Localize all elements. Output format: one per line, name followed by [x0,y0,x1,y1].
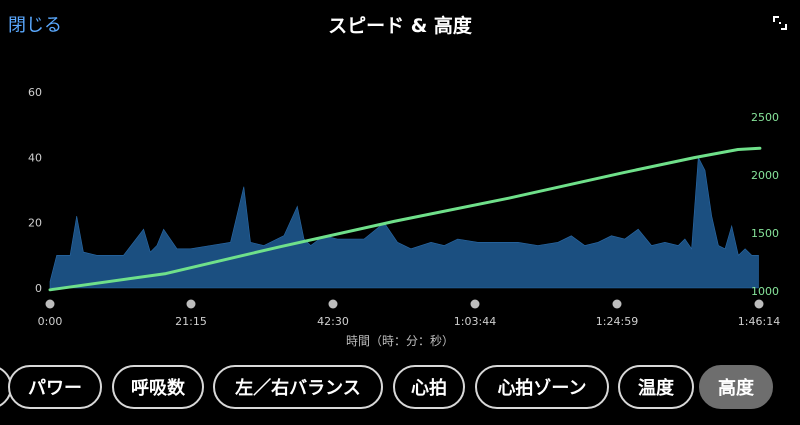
x-axis-tick-label: 0:00 [38,315,63,328]
page-title: スピード & 高度 [328,15,472,37]
chip-lr-balance[interactable]: 左／右バランス [213,365,383,409]
chip-hr-zones[interactable]: 心拍ゾーン [475,365,609,409]
x-axis-tick-label: 42:30 [317,315,349,328]
left-axis-tick-label: 40 [28,151,42,164]
metric-chip-bar: パワー 呼吸数 左／右バランス 心拍 心拍ゾーン 温度 高度 [0,363,800,413]
close-button[interactable]: 閉じる [8,15,62,36]
speed-altitude-chart: 0 20 40 60 1000 1500 2000 2500 0:00 21:15 42:30 1:0… [28,86,780,328]
x-axis-tick-dot [612,299,622,309]
left-axis-tick-label: 60 [28,86,42,99]
right-axis-tick-label: 1000 [751,285,779,298]
chip-respiration[interactable]: 呼吸数 [112,365,204,409]
x-axis-tick-dot [754,299,764,309]
chip-altitude[interactable]: 高度 [699,365,773,409]
speed-area-series [49,156,759,289]
right-axis-tick-label: 2500 [751,111,779,124]
header: 閉じる スピード & 高度 [0,0,800,48]
x-axis-tick-dot [470,299,480,309]
left-axis-tick-label: 0 [35,282,42,295]
x-axis-tick-dot [328,299,338,309]
x-axis-tick-label: 1:24:59 [596,315,638,328]
x-axis-title: 時間（時：分：秒） [345,334,454,348]
left-axis-tick-label: 20 [28,217,42,230]
x-axis-tick-dot [186,299,196,309]
altitude-line-series [48,146,762,292]
chip-temperature[interactable]: 温度 [618,365,694,409]
x-axis-tick-label: 1:46:14 [738,315,780,328]
x-axis-tick-label: 1:03:44 [454,315,496,328]
x-axis-tick-dot [45,299,55,309]
x-axis-tick-label: 21:15 [175,315,207,328]
right-axis-tick-label: 2000 [751,169,779,182]
chip-heart-rate[interactable]: 心拍 [393,365,465,409]
chip-power[interactable]: パワー [8,365,102,409]
expand-icon[interactable] [771,14,789,32]
right-axis-tick-label: 1500 [751,227,779,240]
